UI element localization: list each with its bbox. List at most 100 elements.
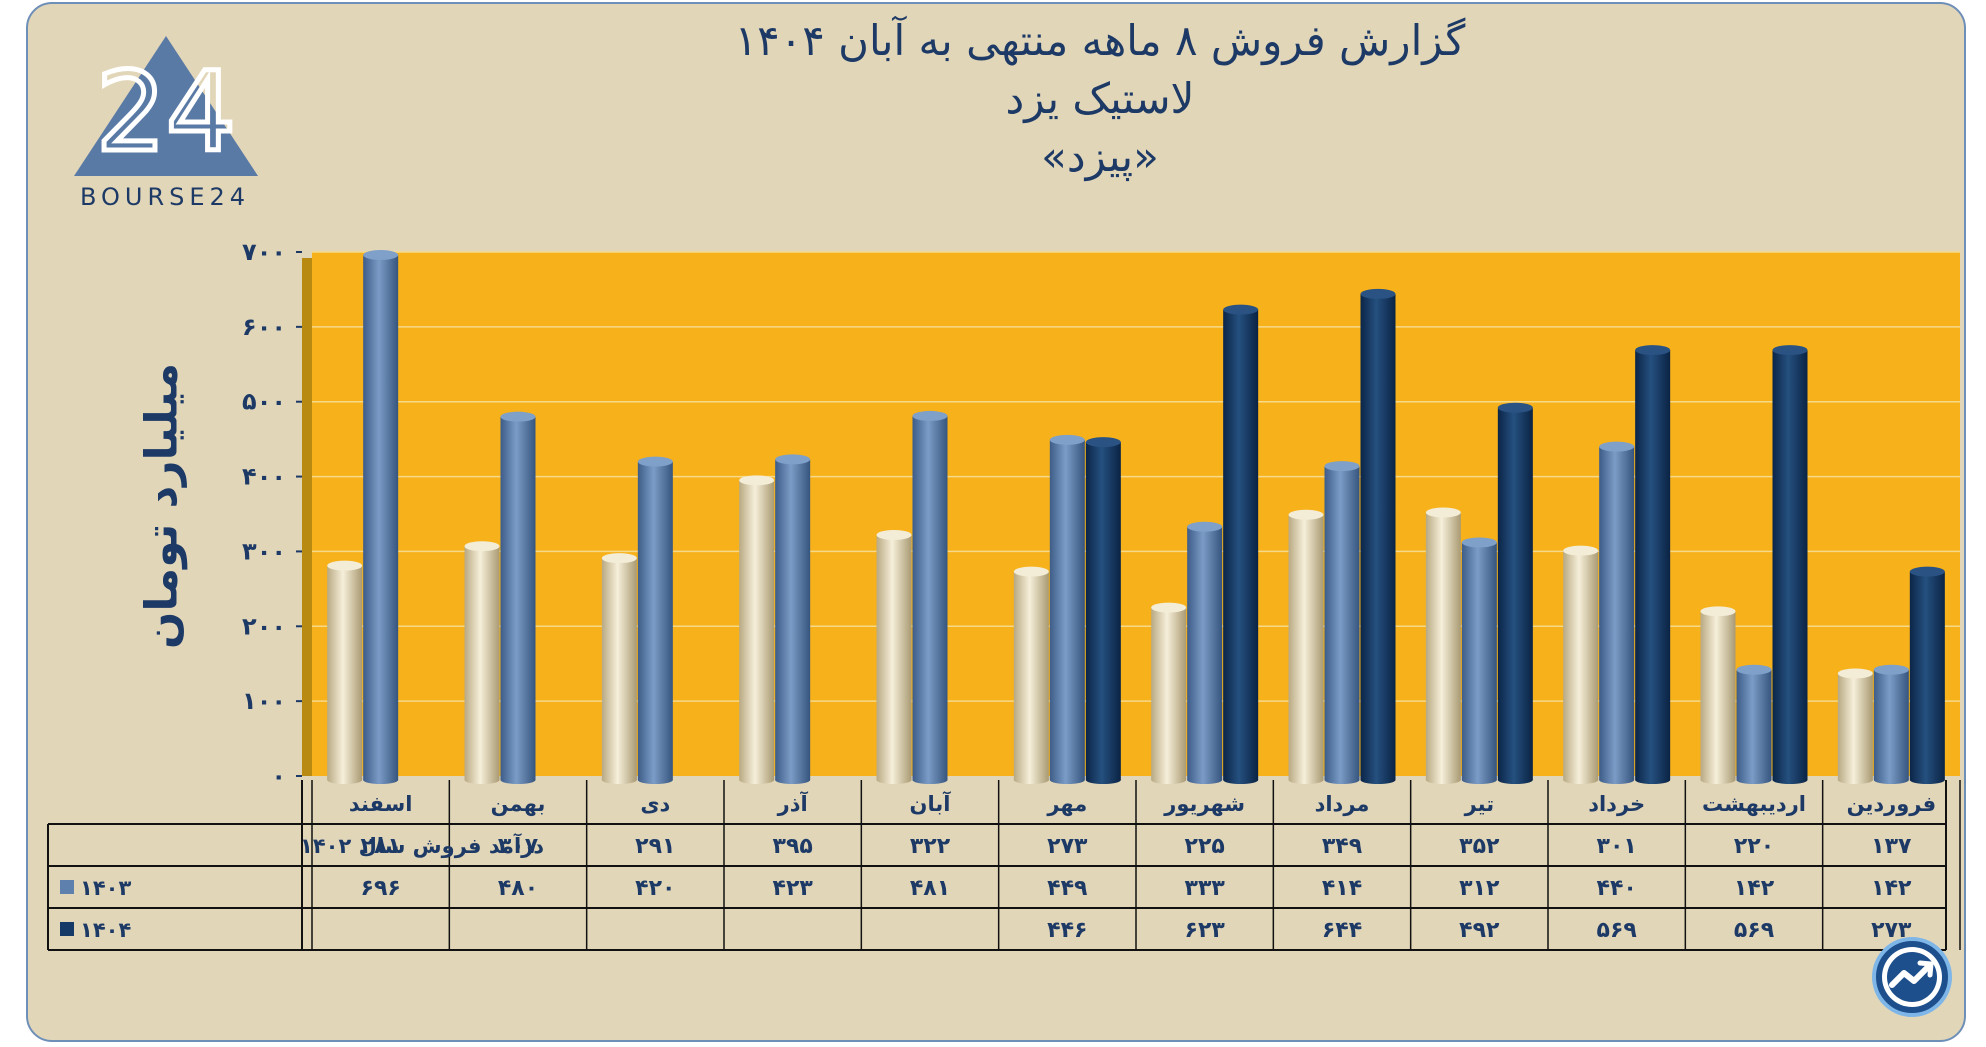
bar-body: [1635, 350, 1671, 780]
category-label: اردیبهشت: [1702, 792, 1806, 816]
bar-base: [363, 776, 399, 784]
bar-body: [327, 565, 363, 780]
bar-1402: [1013, 566, 1049, 784]
y-tick-label: ۲۰۰: [242, 612, 286, 640]
bar-cap: [1187, 521, 1223, 532]
logo-triangle: [74, 36, 258, 176]
category-label: مهر: [1046, 792, 1087, 816]
data-label: ۴۲۰: [635, 876, 675, 901]
bar-body: [912, 415, 948, 780]
category-label: آذر: [777, 791, 809, 816]
data-label: ۶۴۴: [1322, 918, 1362, 943]
bar-1404: [1772, 345, 1808, 784]
bar-1402: [1563, 545, 1599, 784]
category-label: فروردین: [1847, 792, 1937, 816]
title-line-1: گزارش فروش ۸ ماهه منتهی به آبان ۱۴۰۴: [734, 16, 1466, 65]
bar-1402: [1837, 668, 1873, 784]
bar-cap: [1425, 507, 1461, 518]
bar-cap: [637, 456, 673, 467]
data-label: ۶۹۶: [361, 876, 401, 901]
bar-base: [1049, 776, 1085, 784]
data-label: ۱۴۲: [1871, 876, 1912, 901]
bar-base: [775, 776, 811, 784]
bar-base: [1013, 776, 1049, 784]
bar-base: [1736, 776, 1772, 784]
bar-base: [1461, 776, 1497, 784]
data-label: ۳۱۲: [1459, 876, 1500, 901]
data-label: ۲۸۱: [361, 834, 401, 859]
bar-body: [1772, 350, 1808, 780]
bar-cap: [1360, 288, 1396, 299]
bar-1404: [1909, 566, 1945, 784]
bar-cap: [327, 560, 363, 571]
bar-1403: [1324, 461, 1360, 784]
bar-body: [876, 534, 912, 780]
category-label: دی: [640, 792, 670, 816]
bar-1402: [464, 541, 500, 784]
data-label: ۲۲۰: [1734, 834, 1774, 859]
bar-1403: [363, 249, 399, 784]
data-label: ۴۲۳: [773, 876, 814, 901]
bar-body: [1425, 512, 1461, 780]
bar-base: [1085, 776, 1121, 784]
data-label: ۳۹۵: [773, 834, 813, 859]
bar-1403: [1736, 664, 1772, 784]
series-label: ۱۴۰۳: [80, 876, 131, 900]
data-label: ۳۲۲: [910, 834, 951, 859]
bar-body: [775, 459, 811, 780]
data-label: ۴۸۰: [498, 876, 538, 901]
y-tick-label: ۳۰۰: [242, 537, 286, 565]
series-label: درآمد فروش سال ۱۴۰۲: [300, 833, 544, 858]
title-line-3: «پیزد»: [1041, 132, 1159, 181]
data-table: فروردین اردیبهشت خرداد تیر مرداد شهریور مهر آبا…: [47, 780, 1961, 951]
bar-body: [739, 480, 775, 780]
bar-1403: [1187, 521, 1223, 784]
bar-1402: [1425, 507, 1461, 784]
plot-background: [312, 252, 1960, 776]
bar-base: [1187, 776, 1223, 784]
bar-base: [912, 776, 948, 784]
bar-body: [1013, 571, 1049, 780]
bar-1404: [1635, 345, 1671, 784]
data-label: ۴۴۶: [1047, 918, 1087, 943]
bar-cap: [1700, 606, 1736, 617]
bar-1402: [1151, 602, 1187, 784]
y-tick-label: ۵۰۰: [242, 388, 286, 416]
data-label: ۴۴۰: [1597, 876, 1637, 901]
bar-body: [1599, 446, 1635, 780]
category-label: آبان: [910, 791, 952, 816]
logo-text: BOURSE24: [79, 183, 251, 211]
trend-badge-icon: [1872, 937, 1952, 1017]
bar-body: [1324, 466, 1360, 780]
data-label: ۲۷۳: [1047, 834, 1088, 859]
legend-swatch: [60, 922, 74, 936]
bar-cap: [1461, 537, 1497, 548]
legend-swatch: [60, 880, 74, 894]
bar-1404: [1223, 304, 1259, 784]
data-label: ۴۸۱: [910, 876, 950, 901]
bars: [327, 249, 1945, 784]
bar-base: [1151, 776, 1187, 784]
bar-1404: [1085, 437, 1121, 784]
category-label: بهمن: [491, 792, 546, 816]
data-label: ۳۵۲: [1459, 834, 1500, 859]
bar-1402: [1288, 509, 1324, 784]
bar-1403: [1599, 441, 1635, 784]
bar-base: [876, 776, 912, 784]
bar-cap: [1049, 434, 1085, 445]
bar-base: [500, 776, 536, 784]
plot-side-wall: [302, 258, 312, 776]
y-tick-label: ۶۰۰: [242, 313, 286, 341]
data-label: ۳۳۳: [1185, 876, 1226, 901]
bar-cap: [363, 249, 399, 260]
category-label: خرداد: [1588, 792, 1645, 816]
bar-base: [1425, 776, 1461, 784]
bar-cap: [1085, 437, 1121, 448]
bar-1402: [1700, 606, 1736, 784]
bar-body: [1909, 571, 1945, 780]
bar-base: [637, 776, 673, 784]
data-label: ۶۲۳: [1185, 918, 1226, 943]
bar-body: [1187, 526, 1223, 780]
bar-body: [1873, 669, 1909, 780]
